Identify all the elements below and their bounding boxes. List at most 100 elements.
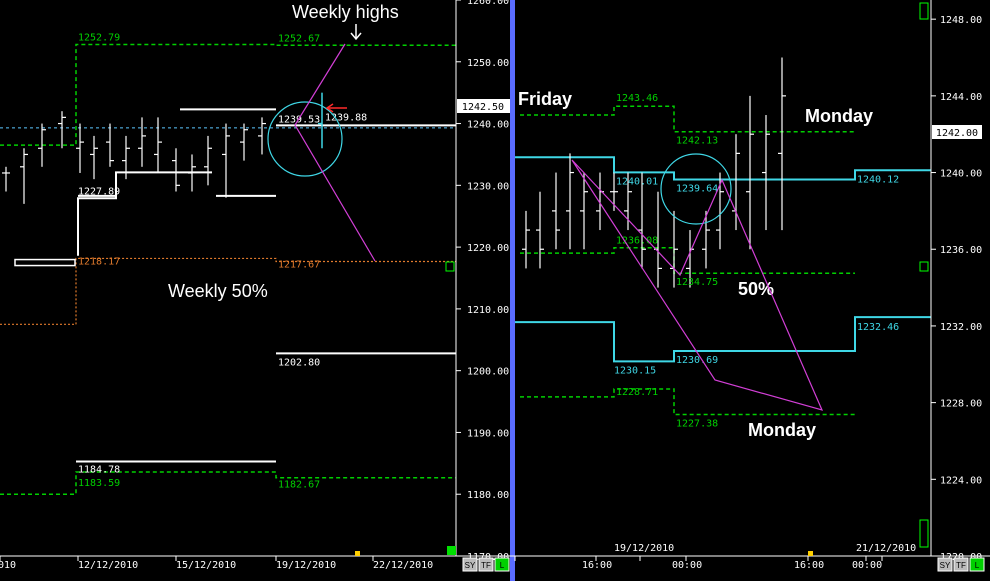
annotation-weekly-highs: Weekly highs: [292, 2, 399, 22]
tf-button-right[interactable]: [953, 557, 969, 572]
l-button-right[interactable]: [969, 557, 985, 572]
right-annotations: Friday Monday Monday 50%: [518, 89, 873, 440]
right-x-tick-label: 19/12/2010: [614, 543, 674, 554]
left-level-lines: [0, 43, 456, 495]
right-scroll-up-icon[interactable]: [919, 2, 929, 20]
left-x-tick-label: 2010: [0, 560, 16, 571]
tf-label: TF: [481, 561, 491, 570]
left-annotations: Weekly highs Weekly 50%: [168, 2, 399, 301]
sy-label-right: SY: [940, 561, 951, 570]
left-last-bar: [318, 92, 323, 149]
left-fib-lines: [294, 43, 376, 262]
annotation-monday-bottom: Monday: [748, 420, 816, 440]
left-time-marker: [355, 551, 360, 556]
left-level-label: 1239.53: [278, 114, 320, 125]
right-y-tick-label: 1236.00: [940, 245, 982, 256]
right-x-tick-label: 00:00: [852, 560, 882, 571]
right-y-tick-label: 1240.00: [940, 169, 982, 180]
sy-button[interactable]: [462, 557, 478, 572]
left-level-label: 1184.78: [78, 465, 120, 476]
right-cyan-lower: [515, 316, 931, 363]
right-cyan-upper: [515, 156, 931, 181]
right-scale-marker-icon[interactable]: [919, 261, 929, 272]
left-time-axis[interactable]: 2010 12/12/2010 15/12/2010 19/12/2010 22/12/…: [0, 556, 433, 571]
right-y-tick-label: 1232.00: [940, 322, 982, 333]
right-level-label: 1227.38: [676, 419, 718, 430]
right-bottom-toolbar: SY TF L: [937, 557, 985, 572]
right-ohlc-bar: [762, 115, 770, 231]
right-ohlc-bar: [778, 57, 786, 231]
left-white-step-1: [77, 171, 212, 256]
right-y-tick-label: 1248.00: [940, 15, 982, 26]
left-level-labels: 1252.79 1252.67 1227.89 1239.53 1239.88 1218.…: [78, 33, 367, 491]
tf-button[interactable]: [478, 557, 494, 572]
right-level-label: 1239.64: [676, 183, 718, 194]
right-high-line: [520, 105, 855, 133]
right-scroll-down-icon[interactable]: [919, 519, 929, 548]
right-ohlc-bar: [536, 191, 544, 269]
left-ohlc-bar: [122, 135, 130, 180]
left-white-box: [14, 258, 76, 267]
left-ohlc-bar: [138, 117, 146, 167]
right-chart-panel[interactable]: 1243.46 1242.13 1240.01 1239.64 1240.12 1236.…: [515, 57, 931, 440]
right-low-line: [520, 388, 855, 416]
left-level-label: 1183.59: [78, 478, 120, 489]
left-y-tick-label: 1210.00: [467, 305, 509, 316]
right-level-label: 1228.71: [616, 387, 658, 398]
left-y-tick-label: 1190.00: [467, 428, 509, 439]
left-level-label: 1218.17: [78, 256, 120, 267]
right-x-tick-label: 16:00: [794, 560, 824, 571]
sy-button-right[interactable]: [937, 557, 953, 572]
left-chart-panel[interactable]: 1252.79 1252.67 1227.89 1239.53 1239.88 1218.…: [0, 2, 456, 495]
left-current-price-box: [457, 99, 510, 113]
left-ohlc-bar: [240, 123, 248, 161]
left-highlight-circle: [267, 101, 343, 177]
left-level-label: 1227.89: [78, 186, 120, 197]
left-level-label: 1202.80: [278, 357, 320, 368]
right-highlight-circle: [660, 153, 732, 225]
right-mid-line: [520, 246, 855, 274]
right-time-marker: [808, 551, 813, 556]
left-ohlc-bar: [172, 148, 180, 192]
left-corner-icon[interactable]: [447, 546, 456, 555]
right-level-label: 1236.08: [616, 236, 658, 247]
right-x-tick-label: 21/12/2010: [856, 543, 916, 554]
left-level-label: 1252.67: [278, 33, 320, 44]
left-weekly-low-line: [0, 471, 456, 495]
right-level-label: 1240.01: [616, 176, 658, 187]
panel-divider[interactable]: [510, 0, 515, 581]
l-button[interactable]: [494, 557, 510, 572]
right-level-labels: 1243.46 1242.13 1240.01 1239.64 1240.12 1236.…: [614, 93, 899, 429]
right-y-tick-label: 1228.00: [940, 399, 982, 410]
left-ohlc-bar: [2, 166, 10, 192]
left-x-tick-label: 19/12/2010: [276, 560, 336, 571]
right-level-lines: [515, 105, 931, 416]
left-ohlc-bar: [38, 123, 46, 167]
left-level-label: 1239.88: [325, 112, 367, 123]
right-level-label: 1230.69: [676, 355, 718, 366]
left-ohlc-bar: [76, 123, 84, 173]
left-weekly-high-line: [0, 43, 456, 146]
right-y-tick-label: 1244.00: [940, 92, 982, 103]
left-price-axis[interactable]: 1170.001180.001190.001200.001210.001220.…: [445, 0, 510, 563]
right-x-tick-label: 00:00: [672, 560, 702, 571]
red-arrow-head-icon: [325, 103, 334, 113]
annotation-weekly-50: Weekly 50%: [168, 281, 268, 301]
right-ohlc-bar: [552, 172, 560, 250]
left-ohlc-bar: [204, 135, 212, 186]
annotation-friday: Friday: [518, 89, 572, 109]
left-current-price: 1242.50: [462, 102, 504, 113]
left-y-tick-label: 1180.00: [467, 490, 509, 501]
tf-label-right: TF: [956, 561, 966, 570]
left-ohlc-bar: [188, 154, 196, 192]
right-fib-lines: [571, 159, 824, 411]
right-y-tick-label: 1224.00: [940, 475, 982, 486]
left-weekly-50-line: [0, 257, 456, 325]
left-ohlc-bar: [90, 135, 98, 180]
right-current-price-box: [932, 125, 982, 139]
left-scale-marker-icon[interactable]: [445, 261, 455, 272]
left-ohlc-bar: [222, 123, 230, 198]
left-ohlc-bar: [154, 117, 162, 173]
